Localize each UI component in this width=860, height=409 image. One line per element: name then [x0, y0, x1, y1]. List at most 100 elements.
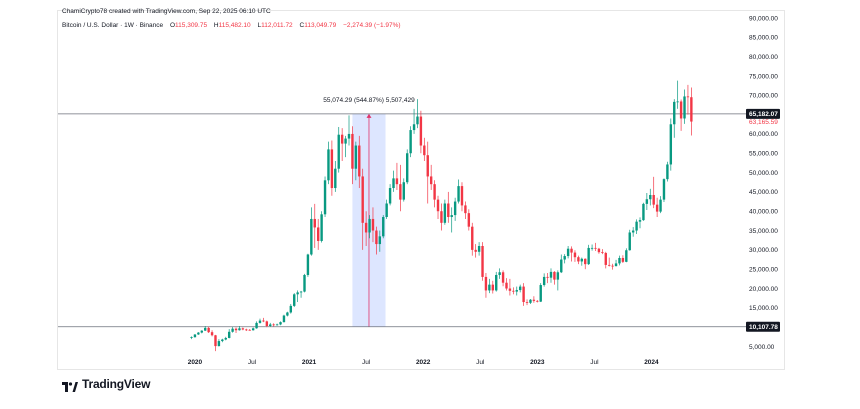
candle-body — [536, 300, 539, 302]
candle-body — [282, 315, 286, 323]
candle-body — [532, 299, 536, 301]
candle — [539, 283, 542, 303]
candle-body — [457, 186, 460, 202]
candle — [303, 273, 306, 293]
candle-body — [299, 291, 303, 293]
candle — [224, 336, 227, 341]
candle — [385, 199, 388, 219]
candle — [522, 283, 525, 306]
candle — [515, 286, 518, 296]
candle — [638, 217, 642, 229]
candle-body — [193, 334, 197, 338]
candle-body — [604, 252, 607, 265]
candle — [481, 242, 484, 281]
candle — [227, 329, 231, 339]
candle — [518, 284, 522, 293]
candle-body — [443, 203, 447, 223]
candle — [453, 197, 457, 221]
candle-body — [659, 199, 662, 212]
x-tick-label: Jul — [590, 359, 599, 366]
candle-body — [436, 199, 440, 212]
candle — [221, 338, 224, 343]
candle — [255, 321, 258, 329]
current-price-label: 63,165.59 — [749, 119, 778, 126]
candle-body — [508, 288, 512, 291]
y-tick-label: 50,000.00 — [749, 170, 778, 177]
y-tick-label: 30,000.00 — [749, 247, 778, 254]
candle-body — [368, 218, 371, 233]
candle — [659, 196, 662, 214]
candle — [570, 246, 573, 262]
candle-body — [433, 184, 436, 200]
price-tag-bg — [746, 108, 780, 119]
candle-body — [553, 271, 556, 280]
candle-body — [611, 265, 614, 267]
candle — [683, 89, 686, 124]
candle-body — [669, 124, 673, 165]
y-tick-label: 15,000.00 — [749, 305, 778, 312]
candle-body — [666, 164, 669, 180]
candle — [460, 182, 464, 212]
measure-arrow-head — [366, 113, 372, 118]
candle-body — [275, 324, 279, 326]
tradingview-logo[interactable]: TradingView — [62, 377, 150, 392]
candle — [669, 118, 673, 171]
candle — [358, 135, 361, 189]
candle-body — [621, 257, 625, 262]
candle — [628, 229, 631, 251]
candle — [488, 278, 491, 294]
candle-body — [351, 133, 354, 169]
candle — [652, 176, 655, 209]
candle — [245, 328, 248, 332]
candle — [378, 230, 382, 252]
candle-body — [676, 101, 679, 103]
x-tick-label: 2021 — [302, 359, 317, 366]
candle-body — [570, 248, 573, 253]
candle — [594, 242, 597, 252]
candle-body — [673, 101, 676, 125]
candle — [495, 271, 498, 292]
candle — [426, 141, 429, 204]
candle — [306, 253, 310, 277]
candle — [604, 251, 607, 269]
candle-body — [221, 339, 224, 342]
candle — [364, 211, 368, 246]
candle-body — [320, 214, 323, 241]
candle-body — [200, 330, 203, 333]
candle-body — [382, 217, 385, 237]
candle-body — [269, 324, 272, 326]
candle — [584, 258, 587, 270]
candle — [416, 99, 419, 129]
candle-body — [234, 328, 238, 331]
candle-body — [474, 249, 477, 252]
candle-body — [255, 322, 258, 329]
candle — [337, 126, 340, 173]
candle-body — [262, 320, 265, 322]
candle — [282, 314, 286, 323]
candle-body — [488, 284, 491, 291]
measure-range: 55,074.29 (544.87%) 5,507,429 — [323, 97, 415, 327]
measure-label: 55,074.29 (544.87%) 5,507,429 — [323, 97, 415, 104]
candle — [477, 242, 481, 256]
candle-body — [518, 286, 522, 291]
candle — [296, 290, 299, 303]
candle-body — [631, 230, 635, 233]
candle-body — [337, 134, 340, 169]
candle — [286, 311, 289, 317]
low-value: 112,011.72 — [261, 22, 293, 29]
candle — [279, 321, 282, 326]
y-tick-label: 35,000.00 — [749, 228, 778, 235]
candle — [241, 327, 245, 331]
candle — [207, 326, 210, 333]
candle-body — [361, 176, 364, 223]
candle — [529, 298, 532, 304]
y-tick-label: 55,000.00 — [749, 151, 778, 158]
candle-body — [303, 274, 306, 292]
candle — [484, 273, 488, 298]
candle — [419, 110, 423, 154]
candle — [655, 197, 659, 218]
candle — [573, 250, 577, 262]
candle-body — [525, 302, 529, 303]
candle-body — [402, 182, 405, 200]
